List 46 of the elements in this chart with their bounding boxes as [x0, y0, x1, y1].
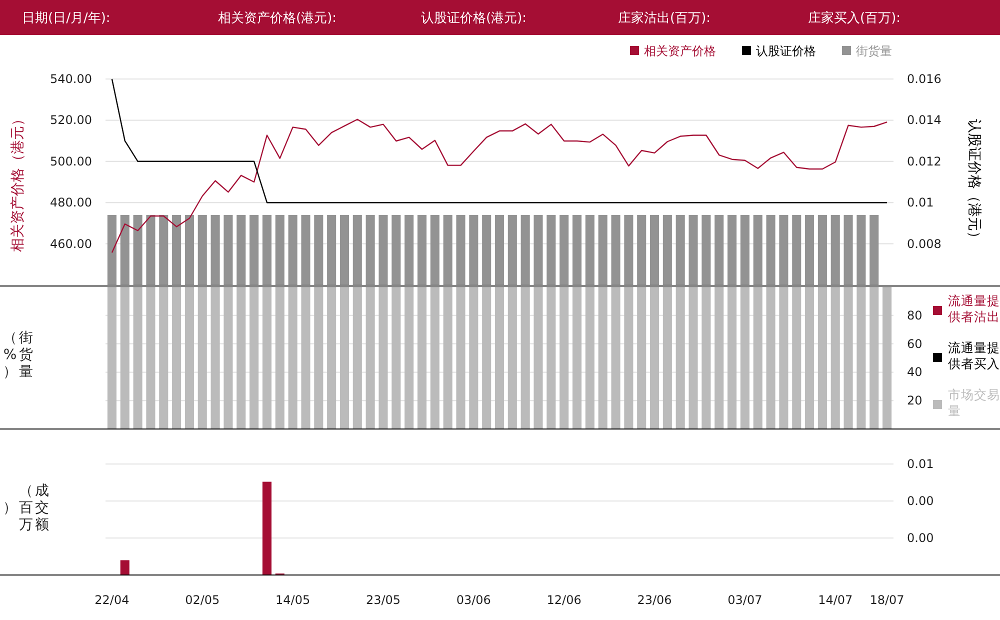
y2-tick-label: 0.008 — [907, 236, 942, 251]
y-axis-title: 相关资产价格（港元） — [10, 112, 26, 252]
legend-label: 街货量 — [856, 44, 892, 58]
text: 庄家沽出(百万): — [618, 10, 711, 26]
y2-tick-label: 0.016 — [907, 72, 942, 86]
bar — [120, 560, 130, 575]
x-tick-label: 18/07 — [870, 593, 904, 607]
y-tick-label: 480.00 — [50, 196, 92, 210]
text: 庄家买入(百万): — [808, 10, 901, 26]
y2-tick-label: 0.00 — [907, 531, 934, 545]
text: 日期(日/月/年): — [22, 11, 110, 26]
x-tick-label: 23/06 — [637, 593, 672, 607]
y2-tick-label: 0.014 — [907, 113, 942, 128]
x-tick-label: 14/07 — [818, 593, 853, 607]
y2-tick-label: 20 — [907, 394, 922, 408]
y2-axis-title: 认股证价格（港元） — [966, 119, 982, 245]
legend-label: 相关资产价格 — [644, 44, 716, 58]
line-series — [111, 118, 888, 254]
line-series — [111, 78, 888, 204]
x-tick-label: 02/05 — [185, 593, 220, 607]
x-tick-label: 22/04 — [94, 593, 130, 607]
text: 街货量（%） — [3, 330, 33, 380]
y2-tick-label: 40 — [907, 365, 922, 380]
text: 成交额（百万） — [3, 483, 49, 533]
x-tick-label: 14/05 — [276, 593, 310, 607]
text: 相关资产价格(港元): — [218, 11, 337, 26]
y-tick-label: 500.00 — [50, 154, 92, 168]
y-tick-label: 460.00 — [50, 236, 92, 251]
y2-tick-label: 0.00 — [907, 494, 934, 508]
text: 认股证价格(港元): — [421, 11, 527, 26]
x-tick-label: 23/05 — [366, 593, 401, 607]
x-tick-label: 12/06 — [546, 593, 582, 607]
y-tick-label: 520.00 — [50, 113, 92, 128]
x-tick-label: 03/07 — [728, 593, 762, 607]
legend-label: 流通量提供者买入 — [948, 340, 1000, 371]
y2-tick-label: 60 — [907, 336, 922, 351]
legend-label: 认股证价格 — [756, 44, 816, 58]
y2-tick-label: 0.01 — [907, 457, 934, 471]
legend-label: 流通量提供者沽出 — [948, 293, 1000, 324]
bar — [262, 482, 272, 575]
x-tick-label: 03/06 — [456, 593, 491, 607]
legend-label: 市场交易量 — [948, 387, 1000, 418]
y-tick-label: 540.00 — [50, 72, 92, 86]
y2-tick-label: 0.01 — [907, 196, 934, 210]
y2-tick-label: 80 — [907, 308, 922, 322]
y2-tick-label: 0.012 — [907, 154, 942, 168]
